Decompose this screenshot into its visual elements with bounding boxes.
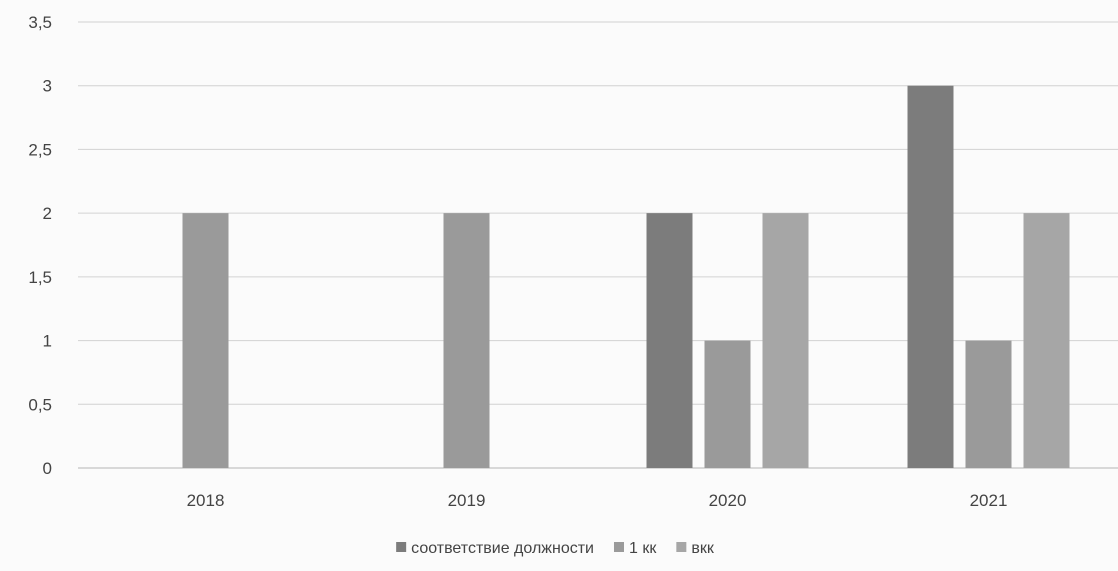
x-tick-label: 2018 — [187, 491, 225, 510]
legend: соответствие должности 1 кк вкк — [396, 540, 715, 557]
bar-3-1 — [966, 341, 1012, 468]
bar-3-0 — [908, 86, 954, 468]
y-tick-label: 1 — [43, 332, 52, 351]
bar-0-1 — [183, 213, 229, 468]
bar-3-2 — [1024, 213, 1070, 468]
bar-2-1 — [705, 341, 751, 468]
bar-2-2 — [763, 213, 809, 468]
legend-label: 1 кк — [629, 540, 657, 557]
x-axis-ticks: 2018 2019 2020 2021 — [187, 491, 1008, 510]
gridlines — [78, 22, 1118, 468]
bar-2-0 — [647, 213, 693, 468]
y-tick-label: 2 — [43, 204, 52, 223]
x-tick-label: 2019 — [448, 491, 486, 510]
y-tick-label: 3,5 — [28, 13, 52, 32]
y-tick-label: 2,5 — [28, 140, 52, 159]
legend-label: вкк — [691, 540, 715, 557]
y-tick-label: 1,5 — [28, 268, 52, 287]
legend-swatch — [676, 542, 686, 552]
y-tick-label: 0 — [43, 459, 52, 478]
legend-label: соответствие должности — [411, 540, 594, 557]
y-tick-label: 3 — [43, 77, 52, 96]
y-axis-ticks: 0 0,5 1 1,5 2 2,5 3 3,5 — [28, 13, 52, 478]
bar-1-1 — [444, 213, 490, 468]
legend-swatch — [614, 542, 624, 552]
y-tick-label: 0,5 — [28, 395, 52, 414]
x-tick-label: 2021 — [970, 491, 1008, 510]
legend-swatch — [396, 542, 406, 552]
x-tick-label: 2020 — [709, 491, 747, 510]
